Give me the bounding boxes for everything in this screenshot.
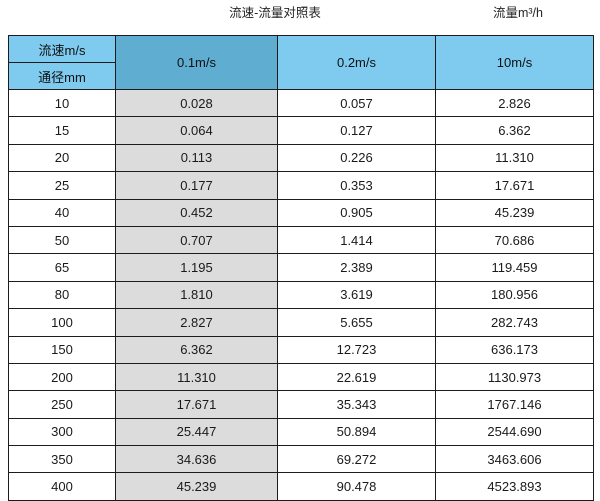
cell-v2: 12.723 bbox=[277, 335, 436, 364]
cell-v1: 0.707 bbox=[115, 225, 278, 255]
corner-header-velocity-label: 流速m/s bbox=[8, 35, 116, 63]
cell-v3: 45.239 bbox=[435, 198, 594, 227]
cell-v1: 0.113 bbox=[115, 143, 278, 173]
cell-v1: 1.195 bbox=[115, 253, 278, 282]
cell-v2: 50.894 bbox=[277, 417, 436, 447]
cell-v2: 1.414 bbox=[277, 225, 436, 255]
table-row: 10 0.028 0.057 2.826 bbox=[8, 88, 594, 118]
cell-dn: 65 bbox=[8, 253, 116, 282]
cell-v1: 0.028 bbox=[115, 88, 278, 118]
cell-v1: 17.671 bbox=[115, 390, 278, 419]
cell-v1: 0.177 bbox=[115, 171, 278, 200]
cell-dn: 400 bbox=[8, 472, 116, 501]
flow-unit-label: 流量m³/h bbox=[492, 6, 543, 20]
caption-row: 流速-流量对照表 流量m³/h bbox=[0, 0, 600, 36]
cell-v2: 2.389 bbox=[277, 253, 436, 282]
cell-dn: 50 bbox=[8, 225, 116, 255]
cell-v3: 282.743 bbox=[435, 308, 594, 337]
cell-v2: 69.272 bbox=[277, 445, 436, 474]
cell-v1: 34.636 bbox=[115, 445, 278, 474]
cell-v2: 0.353 bbox=[277, 171, 436, 200]
cell-v3: 17.671 bbox=[435, 171, 594, 200]
cell-dn: 100 bbox=[8, 308, 116, 337]
header-row-bottom: 通径mm bbox=[8, 62, 594, 90]
cell-v1: 11.310 bbox=[115, 362, 278, 392]
cell-dn: 10 bbox=[8, 88, 116, 118]
table-row: 65 1.195 2.389 119.459 bbox=[8, 253, 594, 282]
cell-v2: 35.343 bbox=[277, 390, 436, 419]
cell-v2: 3.619 bbox=[277, 280, 436, 310]
table-row: 80 1.810 3.619 180.956 bbox=[8, 280, 594, 310]
cell-v1: 1.810 bbox=[115, 280, 278, 310]
cell-v3: 6.362 bbox=[435, 116, 594, 145]
cell-v2: 90.478 bbox=[277, 472, 436, 501]
cell-v3: 1130.973 bbox=[435, 362, 594, 392]
cell-v1: 0.064 bbox=[115, 116, 278, 145]
table-body: 流速m/s 0.1m/s 0.2m/s 10m/s 通径mm 10 0.028 … bbox=[8, 35, 594, 501]
corner-header-diameter-label: 通径mm bbox=[8, 62, 116, 90]
table-row: 40 0.452 0.905 45.239 bbox=[8, 198, 594, 227]
cell-dn: 300 bbox=[8, 417, 116, 447]
cell-dn: 200 bbox=[8, 362, 116, 392]
table-row: 350 34.636 69.272 3463.606 bbox=[8, 445, 594, 474]
cell-v2: 5.655 bbox=[277, 308, 436, 337]
cell-v1: 6.362 bbox=[115, 335, 278, 364]
cell-dn: 40 bbox=[8, 198, 116, 227]
table-row: 400 45.239 90.478 4523.893 bbox=[8, 472, 594, 501]
table-row: 50 0.707 1.414 70.686 bbox=[8, 225, 594, 255]
column-header-1: 0.2m/s bbox=[277, 35, 436, 90]
cell-dn: 350 bbox=[8, 445, 116, 474]
header-row-top: 流速m/s 0.1m/s 0.2m/s 10m/s bbox=[8, 35, 594, 90]
cell-dn: 80 bbox=[8, 280, 116, 310]
table-row: 250 17.671 35.343 1767.146 bbox=[8, 390, 594, 419]
flow-table-container: 流速m/s 0.1m/s 0.2m/s 10m/s 通径mm 10 0.028 … bbox=[8, 35, 594, 501]
cell-dn: 15 bbox=[8, 116, 116, 145]
page-title: 流速-流量对照表 bbox=[229, 6, 321, 20]
cell-v3: 2544.690 bbox=[435, 417, 594, 447]
cell-v3: 180.956 bbox=[435, 280, 594, 310]
cell-v2: 22.619 bbox=[277, 362, 436, 392]
cell-v3: 636.173 bbox=[435, 335, 594, 364]
cell-v3: 3463.606 bbox=[435, 445, 594, 474]
cell-v1: 25.447 bbox=[115, 417, 278, 447]
table-row: 200 11.310 22.619 1130.973 bbox=[8, 362, 594, 392]
table-row: 150 6.362 12.723 636.173 bbox=[8, 335, 594, 364]
table-row: 100 2.827 5.655 282.743 bbox=[8, 308, 594, 337]
flow-rate-table: 流速m/s 0.1m/s 0.2m/s 10m/s 通径mm 10 0.028 … bbox=[8, 35, 594, 501]
cell-v3: 4523.893 bbox=[435, 472, 594, 501]
cell-dn: 20 bbox=[8, 143, 116, 173]
table-row: 300 25.447 50.894 2544.690 bbox=[8, 417, 594, 447]
cell-dn: 250 bbox=[8, 390, 116, 419]
column-header-0: 0.1m/s bbox=[115, 35, 278, 90]
cell-v2: 0.127 bbox=[277, 116, 436, 145]
table-row: 25 0.177 0.353 17.671 bbox=[8, 171, 594, 200]
cell-v3: 11.310 bbox=[435, 143, 594, 173]
cell-v3: 119.459 bbox=[435, 253, 594, 282]
cell-v2: 0.226 bbox=[277, 143, 436, 173]
cell-v3: 70.686 bbox=[435, 225, 594, 255]
cell-v2: 0.905 bbox=[277, 198, 436, 227]
cell-v3: 2.826 bbox=[435, 88, 594, 118]
cell-v1: 2.827 bbox=[115, 308, 278, 337]
cell-v2: 0.057 bbox=[277, 88, 436, 118]
cell-dn: 25 bbox=[8, 171, 116, 200]
cell-v1: 0.452 bbox=[115, 198, 278, 227]
cell-dn: 150 bbox=[8, 335, 116, 364]
table-row: 20 0.113 0.226 11.310 bbox=[8, 143, 594, 173]
cell-v1: 45.239 bbox=[115, 472, 278, 501]
column-header-2: 10m/s bbox=[435, 35, 594, 90]
cell-v3: 1767.146 bbox=[435, 390, 594, 419]
table-row: 15 0.064 0.127 6.362 bbox=[8, 116, 594, 145]
